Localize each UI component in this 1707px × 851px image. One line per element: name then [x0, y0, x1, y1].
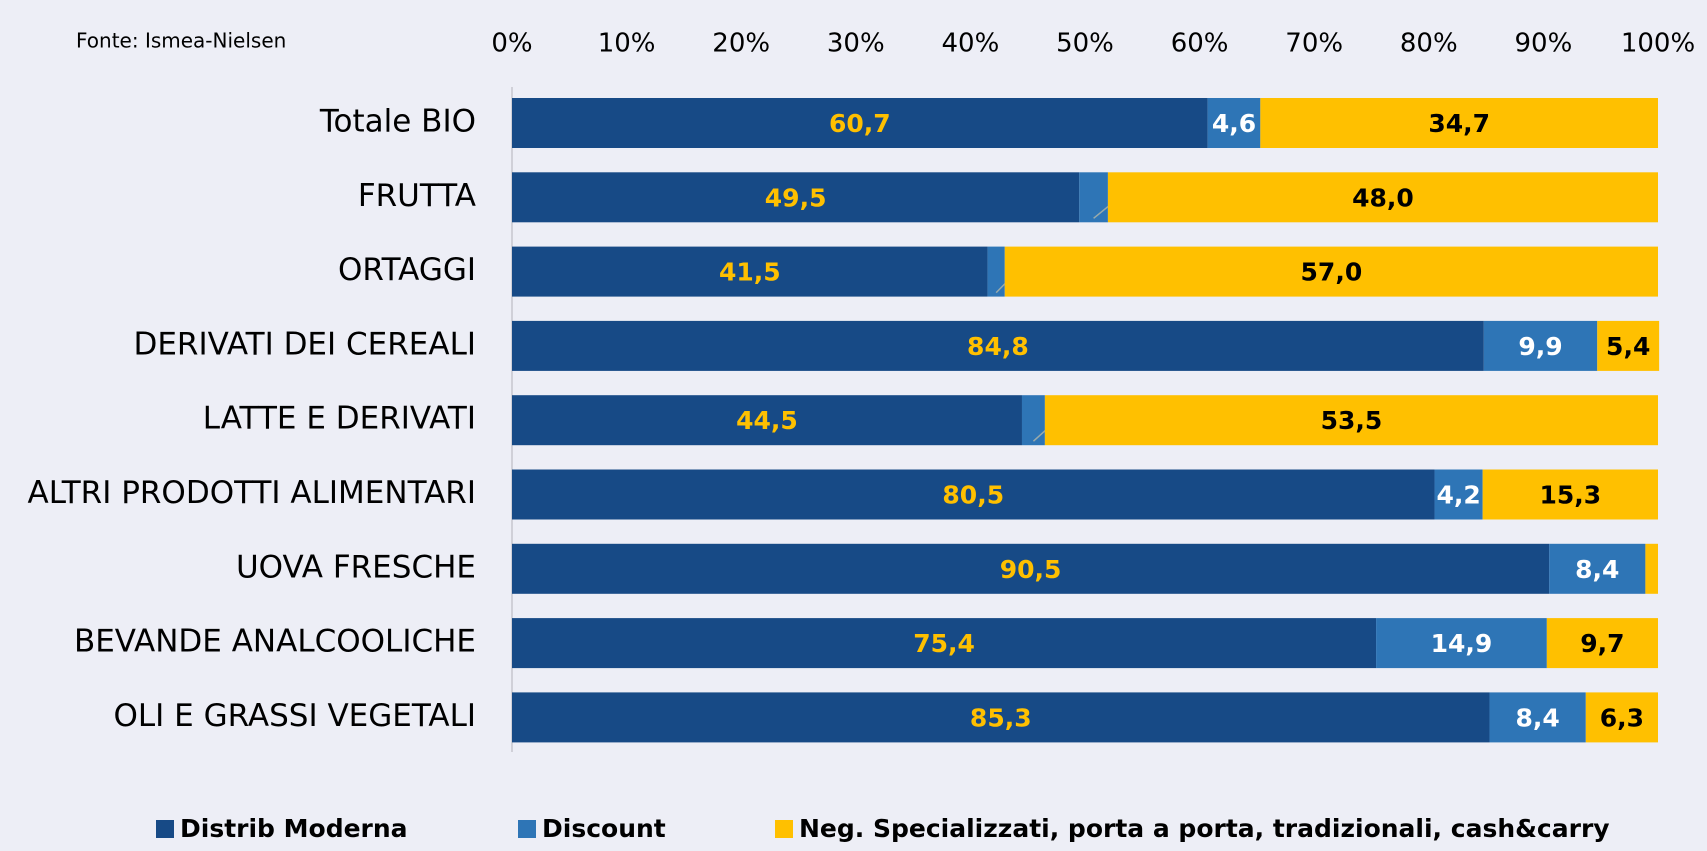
value-label: 84,8: [967, 332, 1029, 361]
source: Fonte: Ismea-Nielsen: [76, 29, 286, 53]
category-label: Totale BIO: [319, 104, 476, 140]
bar-segment: [512, 320, 1484, 371]
x-tick-label: 10%: [598, 29, 656, 59]
category-label: BEVANDE ANALCOOLICHE: [74, 624, 476, 660]
bar-segment: [1044, 395, 1658, 446]
x-tick-label: 100%: [1621, 29, 1695, 59]
value-label: 5,4: [1606, 332, 1650, 361]
category-label: UOVA FRESCHE: [236, 549, 476, 585]
bar-segment: [1546, 618, 1658, 669]
bar-segment: [1549, 543, 1646, 594]
value-label: 8,4: [1575, 555, 1619, 584]
category-label: ORTAGGI: [338, 252, 476, 288]
bar-segment: [1483, 320, 1598, 371]
bar-segment: [1207, 98, 1261, 148]
bar-segment: [512, 543, 1550, 594]
x-tick-label: 20%: [712, 29, 770, 59]
bar-segment: [1376, 618, 1547, 669]
bar-segment: [1004, 246, 1658, 297]
x-tick-label: 60%: [1171, 29, 1229, 59]
value-label: 44,5: [736, 406, 798, 435]
value-label: 80,5: [942, 481, 1004, 510]
value-label: 90,5: [1000, 555, 1062, 584]
bar-segment: [512, 246, 988, 297]
category-label: OLI E GRASSI VEGETALI: [113, 698, 476, 734]
value-label: 48,0: [1352, 183, 1414, 212]
x-tick-label: 80%: [1400, 29, 1458, 59]
x-tick-label: 70%: [1285, 29, 1343, 59]
x-tick-label: 50%: [1056, 29, 1114, 59]
value-label: 53,5: [1321, 406, 1383, 435]
legend-label: Discount: [542, 814, 666, 843]
bar-segment: [512, 618, 1377, 669]
legend-swatch: [775, 820, 793, 838]
bar-segment: [1021, 395, 1045, 446]
value-label: 49,5: [765, 183, 827, 212]
value-label: 57,0: [1301, 258, 1363, 287]
bar-segment: [1489, 692, 1586, 743]
bar-segment: [1482, 469, 1658, 520]
value-label: 85,3: [970, 703, 1032, 732]
value-label: 8,4: [1516, 703, 1560, 732]
value-label: 41,5: [719, 258, 781, 287]
value-label: 9,9: [1518, 332, 1562, 361]
value-label: 60,7: [829, 109, 891, 138]
category-label: DERIVATI DEI CEREALI: [133, 326, 476, 362]
bar-segment: [512, 98, 1208, 148]
bar-segment: [1597, 320, 1660, 371]
legend-swatch: [156, 820, 174, 838]
x-tick-label: 0%: [491, 29, 532, 59]
category-label: ALTRI PRODOTTI ALIMENTARI: [28, 475, 476, 511]
bar-segment: [1645, 543, 1658, 594]
bar-segment: [512, 692, 1490, 743]
value-label: 9,7: [1580, 629, 1624, 658]
bar-segment: [1260, 98, 1658, 148]
x-tick-label: 30%: [827, 29, 885, 59]
x-tick-label: 90%: [1515, 29, 1573, 59]
bar-segment: [1585, 692, 1658, 743]
category-label: FRUTTA: [358, 178, 476, 214]
bar-segment: [512, 172, 1080, 223]
bar-segment: [512, 469, 1435, 520]
value-label: 6,3: [1600, 703, 1644, 732]
legend-label: Neg. Specializzati, porta a porta, tradi…: [799, 814, 1610, 843]
bar-segment: [1079, 172, 1108, 223]
bar-segment: [987, 246, 1005, 297]
value-label: 14,9: [1431, 629, 1493, 658]
value-label: 34,7: [1428, 109, 1490, 138]
bar-segment: [1107, 172, 1658, 223]
x-tick-label: 40%: [942, 29, 1000, 59]
bar-segment: [512, 395, 1022, 446]
legend-label: Distrib Moderna: [180, 814, 408, 843]
value-label: 4,6: [1212, 109, 1256, 138]
value-label: 15,3: [1539, 481, 1601, 510]
legend-swatch: [518, 820, 536, 838]
category-label: LATTE E DERIVATI: [203, 401, 476, 437]
value-label: 4,2: [1436, 481, 1480, 510]
value-label: 75,4: [913, 629, 975, 658]
bar-segment: [1434, 469, 1483, 520]
